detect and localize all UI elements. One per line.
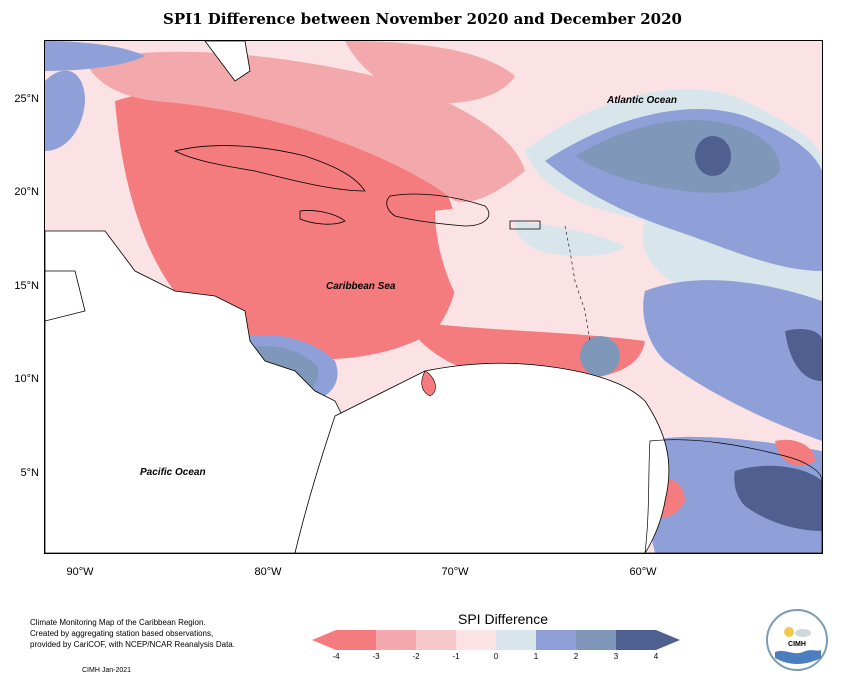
mexico-land (45, 270, 86, 322)
credits-block: Climate Monitoring Map of the Caribbean … (30, 617, 235, 650)
field-plus2-trinidad (580, 336, 620, 376)
legend-swatch-2 (416, 630, 456, 650)
legend-arrow-left (312, 630, 336, 650)
cimh-logo: CIMH (766, 609, 828, 671)
lon-tick-80: 80°W (254, 566, 282, 578)
pacific-ocean-label: Pacific Ocean (140, 467, 206, 478)
field-plus3-guianas (734, 465, 822, 531)
lat-tick-5: 5°N (20, 467, 39, 479)
legend-tick-0: 0 (493, 652, 499, 661)
field-plus2-atlantic (575, 120, 780, 193)
map-canvas (45, 41, 822, 553)
field-plus3-atlantic (695, 136, 731, 176)
guianas-outline (644, 439, 822, 553)
lat-tick-25: 25°N (14, 93, 39, 105)
legend-swatch-5 (536, 630, 576, 650)
lat-tick-15: 15°N (14, 280, 39, 292)
logo-sun-icon (784, 627, 794, 637)
legend-tick-p3: 3 (613, 652, 619, 661)
field-minus3-bahamas (345, 41, 515, 104)
field-plus1-east (643, 280, 822, 441)
field-plus1-west (45, 70, 85, 151)
field-plus1-guianas (643, 436, 822, 553)
field-plus3-east (785, 329, 822, 381)
legend-swatch-7 (616, 630, 656, 650)
lat-tick-20: 20°N (14, 186, 39, 198)
map-title: SPI1 Difference between November 2020 an… (162, 10, 682, 28)
legend-colorbar (312, 630, 680, 650)
legend-swatch-4 (496, 630, 536, 650)
field-plus1-nw (45, 41, 145, 71)
field-minus4-main (115, 90, 460, 360)
legend-swatch-6 (576, 630, 616, 650)
field-minus4-east (775, 439, 815, 466)
legend-swatch-3 (456, 630, 496, 650)
lon-tick-70: 70°W (441, 566, 469, 578)
lon-tick-90: 90°W (66, 566, 94, 578)
lon-tick-60: 60°W (629, 566, 657, 578)
legend-tick-m4: -4 (332, 652, 340, 661)
credits-line-2: Created by aggregating station based obs… (30, 629, 214, 638)
legend-title: SPI Difference (458, 611, 549, 627)
jamaica-outline (299, 210, 346, 225)
legend-tick-p2: 2 (573, 652, 579, 661)
paraguana-outline (421, 370, 436, 397)
credits-date: CIMH Jan-2021 (82, 667, 132, 674)
legend-arrow-right (656, 630, 680, 650)
legend-tick-p1: 1 (533, 652, 539, 661)
logo-wave-icon (775, 650, 821, 664)
legend-tick-m2: -2 (412, 652, 420, 661)
legend-swatch-0 (336, 630, 376, 650)
legend-tick-m3: -3 (372, 652, 380, 661)
legend-swatch-1 (376, 630, 416, 650)
caribbean-sea-label: Caribbean Sea (326, 281, 396, 292)
field-zero-central (515, 221, 625, 257)
lat-tick-10: 10°N (14, 373, 39, 385)
puerto-rico-outline (509, 220, 541, 230)
legend-tick-m1: -1 (452, 652, 460, 661)
logo-text: CIMH (788, 641, 806, 648)
spi-difference-map (44, 40, 823, 554)
credits-line-3: provided by CariCOF, with NCEP/NCAR Rean… (30, 640, 235, 649)
florida-land (204, 41, 251, 82)
cuba-outline (173, 145, 366, 192)
credits-line-1: Climate Monitoring Map of the Caribbean … (30, 618, 206, 627)
atlantic-ocean-label: Atlantic Ocean (607, 95, 678, 106)
legend-tick-p4: 4 (653, 652, 659, 661)
hispaniola-outline (386, 193, 490, 227)
logo-cloud-icon (795, 629, 811, 637)
lesser-antilles-outline (564, 225, 591, 342)
